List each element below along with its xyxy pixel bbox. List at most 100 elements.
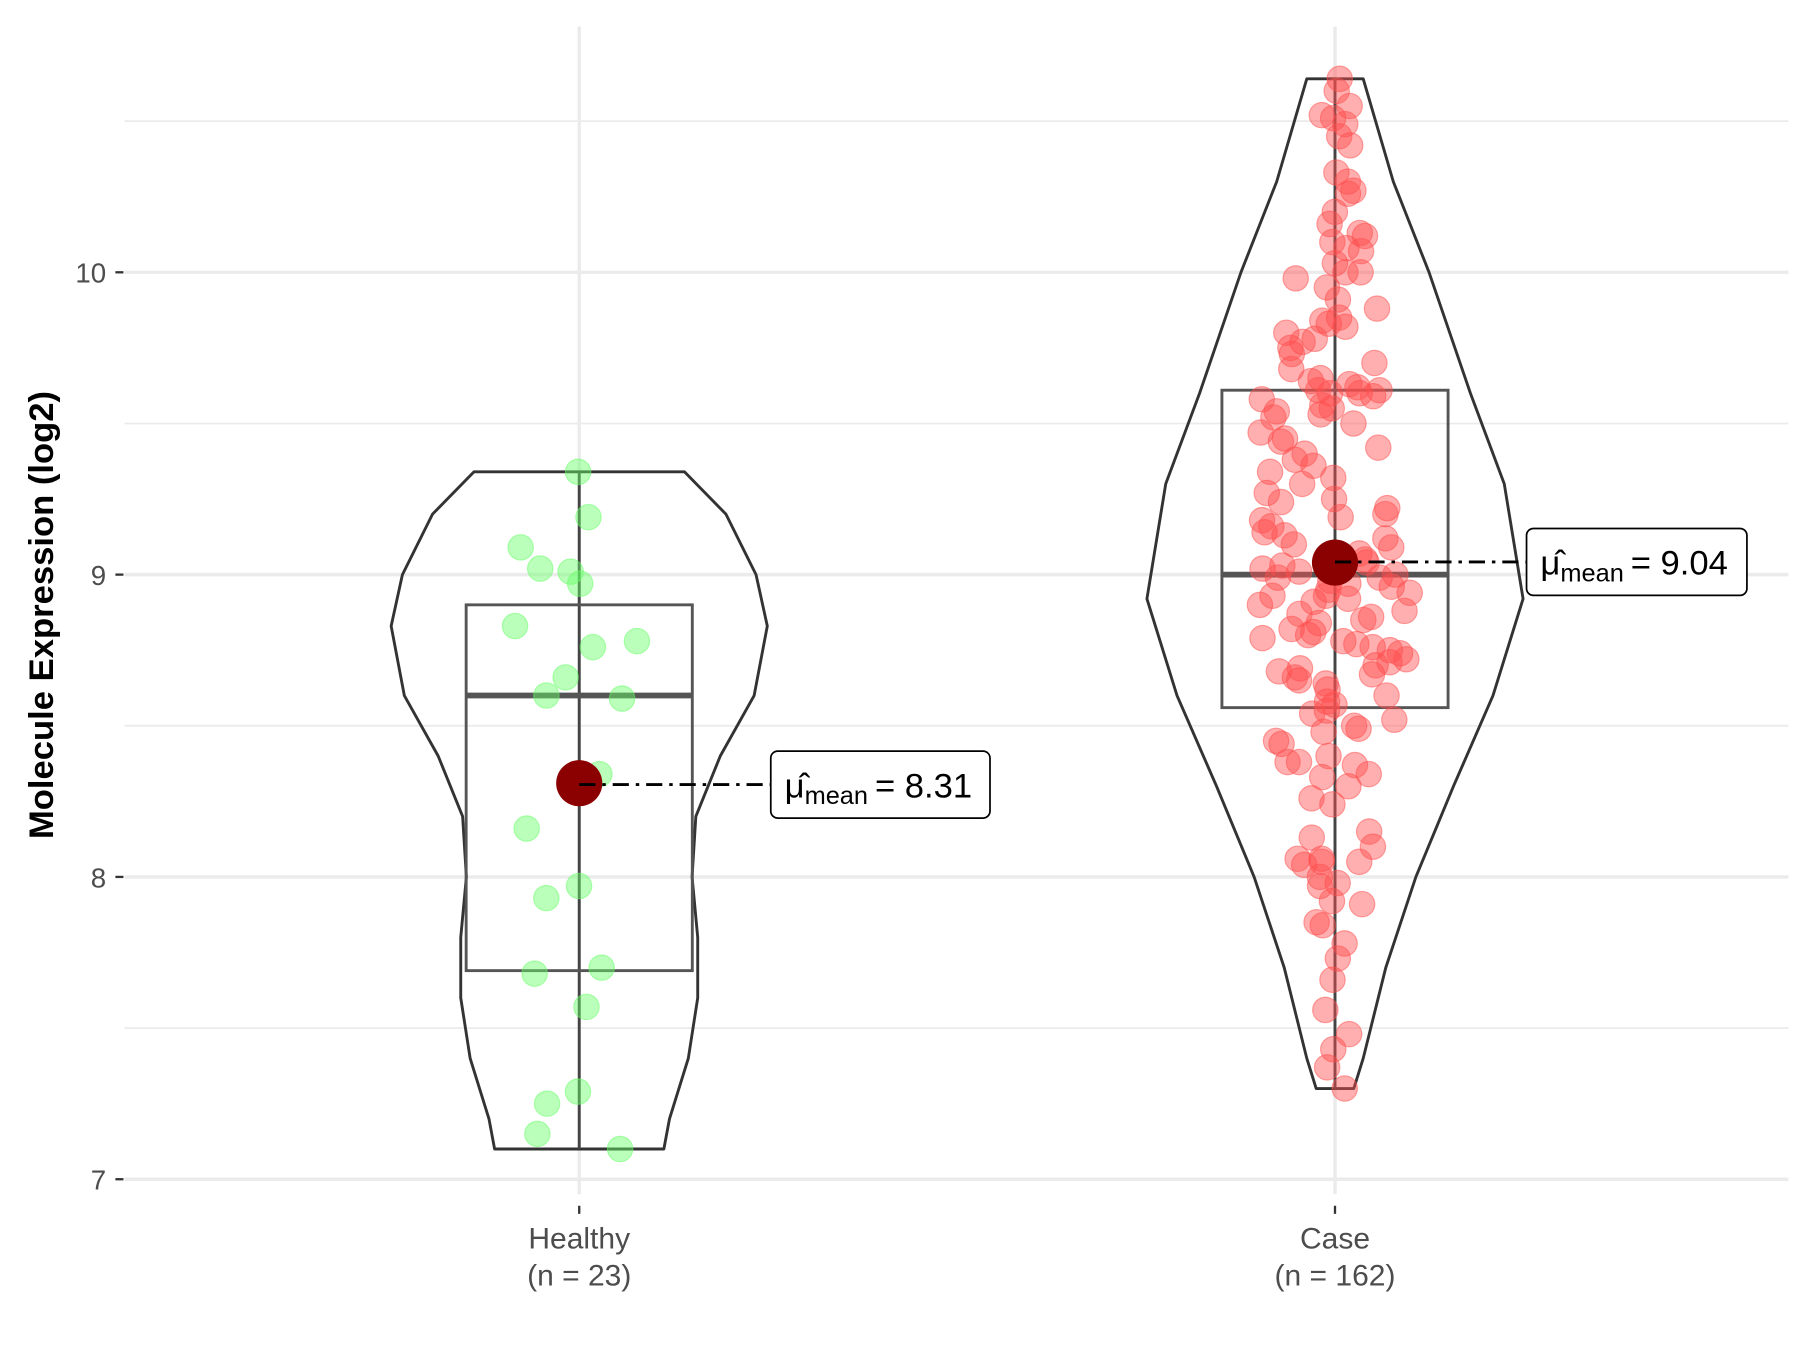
data-point — [1267, 428, 1295, 455]
data-point — [521, 960, 548, 987]
data-point — [1298, 824, 1326, 851]
data-point — [1336, 132, 1364, 159]
data-point — [1281, 664, 1309, 691]
data-point — [1319, 464, 1347, 492]
data-point — [533, 884, 560, 912]
data-point — [533, 682, 560, 709]
data-point — [1382, 561, 1409, 588]
data-point — [1267, 488, 1295, 516]
data-point — [564, 458, 592, 486]
data-point — [1316, 379, 1344, 407]
mean-subscript: mean — [805, 782, 868, 810]
data-point — [1249, 555, 1276, 582]
data-point — [1396, 579, 1423, 607]
data-point — [1340, 410, 1367, 437]
x-tick-label-case: Case — [1300, 1222, 1370, 1255]
data-point — [1256, 458, 1284, 486]
data-point — [575, 503, 602, 531]
data-point — [1324, 869, 1351, 897]
data-point — [1315, 742, 1342, 770]
data-point — [1341, 751, 1369, 779]
grid — [115, 26, 1789, 1214]
data-point — [1345, 715, 1372, 743]
data-point — [552, 664, 579, 691]
data-point — [1347, 259, 1374, 286]
data-point — [1312, 670, 1340, 697]
data-point — [1273, 319, 1300, 347]
data-point — [1332, 259, 1359, 286]
x-tick-label-healthy: Healthy — [528, 1222, 630, 1255]
data-point — [608, 685, 636, 712]
y-tick-label: 9 — [91, 560, 106, 591]
data-point — [1321, 249, 1349, 277]
data-point — [1381, 706, 1408, 733]
data-point — [1325, 122, 1353, 150]
data-point — [1306, 872, 1334, 900]
data-point — [1374, 494, 1401, 522]
data-point — [1340, 712, 1368, 740]
data-point — [1334, 168, 1362, 195]
data-point — [1351, 222, 1379, 250]
data-point — [1301, 325, 1328, 353]
data-point — [1359, 833, 1387, 860]
y-tick-label: 8 — [91, 862, 106, 893]
data-point — [1331, 1075, 1358, 1102]
data-point — [566, 570, 594, 597]
data-point — [1359, 633, 1386, 661]
data-point — [1298, 785, 1325, 812]
data-point — [1357, 603, 1385, 631]
data-point — [1248, 386, 1276, 413]
data-point — [1285, 748, 1313, 776]
annotation-box — [769, 750, 991, 819]
data-point — [1303, 908, 1330, 936]
data-point — [1274, 748, 1301, 776]
data-point — [1331, 110, 1359, 138]
data-point — [573, 993, 600, 1021]
data-point — [1355, 818, 1383, 845]
data-point — [1307, 364, 1334, 392]
data-point — [1265, 658, 1293, 685]
data-point — [1361, 349, 1388, 377]
data-point — [606, 1135, 634, 1163]
mean-annotation-healthy: μ̂mean = 8.31 — [579, 750, 991, 819]
group-case — [1145, 65, 1525, 1102]
mean-value: = 9.04 — [1631, 545, 1728, 583]
y-axis-title: Molecule Expression (log2) — [23, 391, 61, 839]
data-point — [1286, 655, 1314, 682]
data-point — [1319, 966, 1346, 993]
data-point — [1326, 65, 1353, 93]
y-axis: 10 9 8 7 — [75, 258, 106, 1196]
violin-outline — [389, 470, 769, 1151]
y-tick-label: 7 — [91, 1165, 106, 1196]
data-point — [513, 815, 540, 842]
data-point — [1331, 930, 1358, 957]
data-point — [526, 555, 554, 582]
data-point — [1333, 234, 1360, 262]
data-point — [1330, 627, 1357, 655]
data-point — [1278, 615, 1305, 643]
data-point — [1248, 506, 1276, 534]
data-point — [1335, 772, 1362, 800]
violin-outline — [1145, 77, 1525, 1090]
x-axis: Healthy (n = 23) Case (n = 162) — [527, 1222, 1395, 1292]
data-point — [1312, 996, 1339, 1024]
data-point — [1363, 295, 1391, 322]
data-point — [1309, 307, 1336, 334]
data-point — [533, 1090, 561, 1117]
data-point — [1262, 727, 1290, 755]
data-point — [1321, 198, 1349, 226]
data-point — [1386, 639, 1414, 667]
data-point — [1346, 848, 1373, 876]
data-point — [1372, 525, 1399, 552]
data-point — [1324, 945, 1352, 972]
data-point — [1269, 552, 1296, 579]
data-point — [1376, 649, 1403, 676]
data-point — [1284, 845, 1311, 873]
data-point — [1313, 1054, 1341, 1081]
data-point — [1336, 370, 1363, 398]
data-point — [524, 1120, 551, 1148]
data-point — [565, 872, 593, 900]
data-point — [1297, 367, 1325, 395]
data-point — [1320, 485, 1348, 513]
